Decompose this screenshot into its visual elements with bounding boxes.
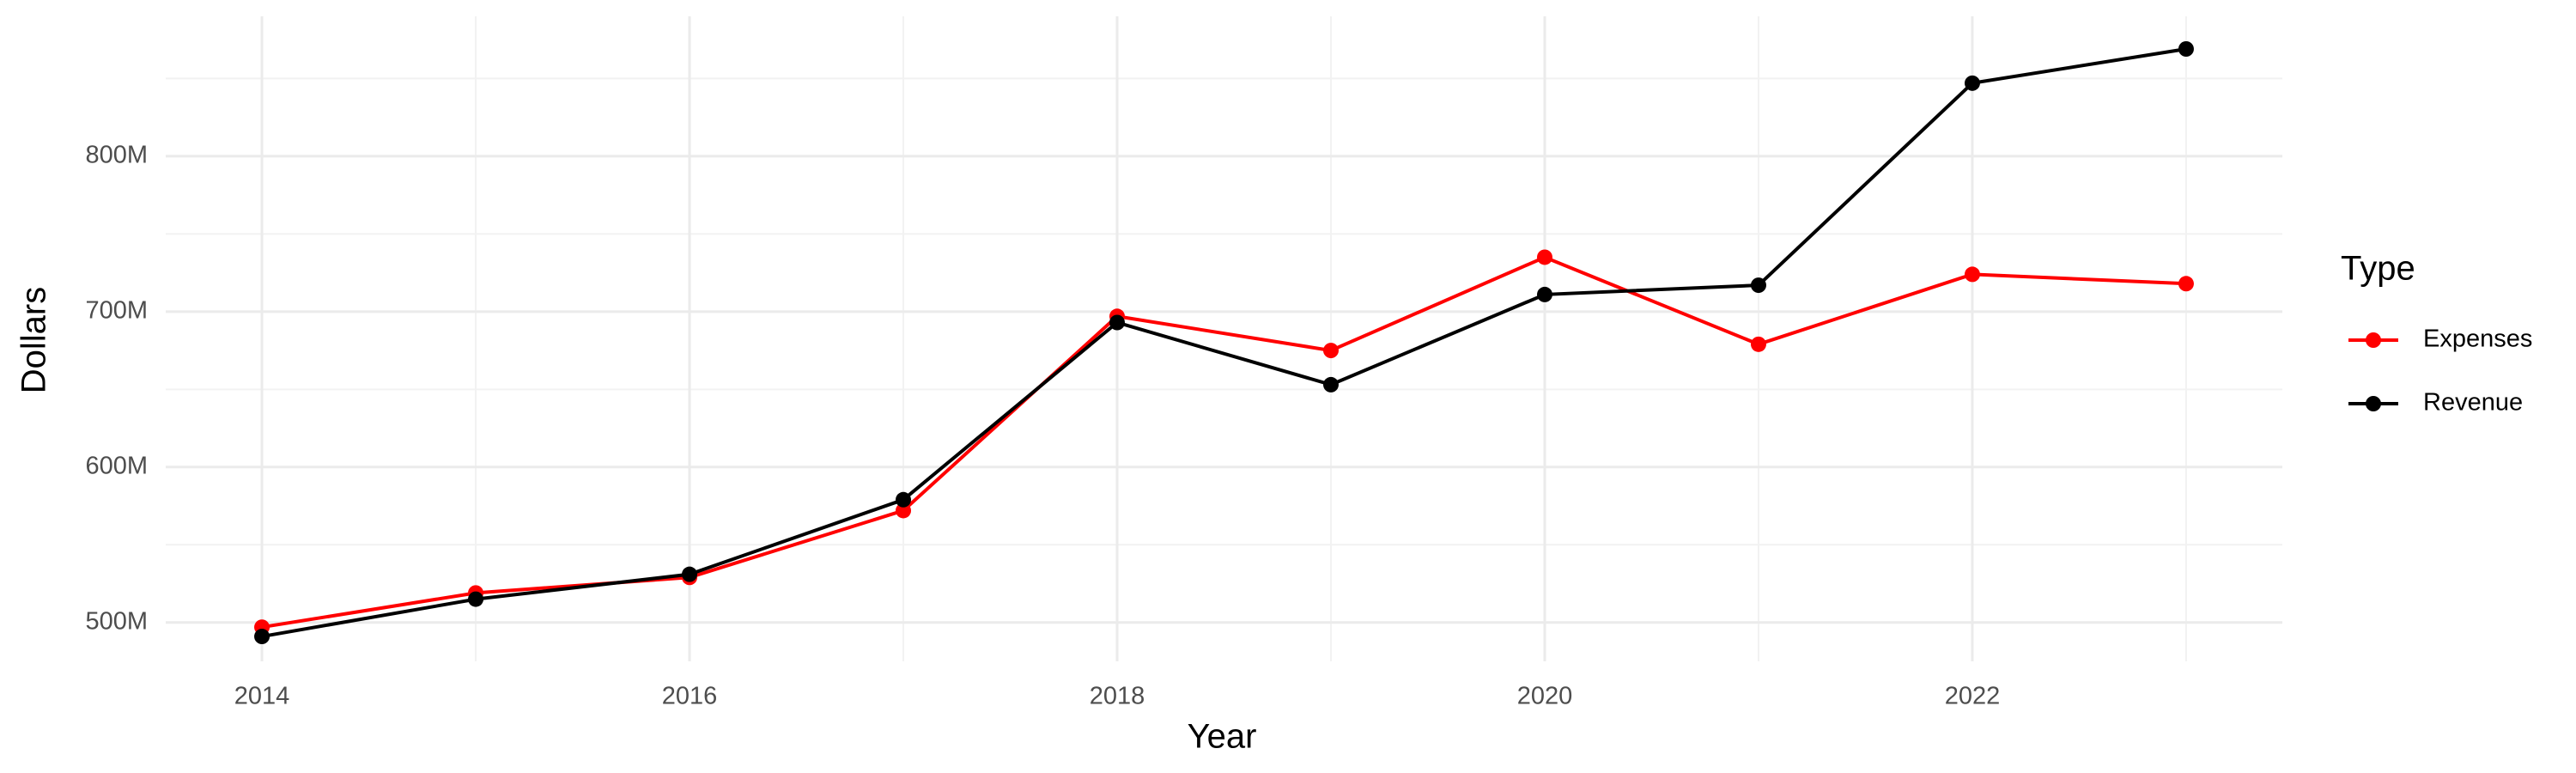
x-tick-label: 2014: [234, 683, 290, 710]
legend-title: Type: [2341, 250, 2415, 288]
data-point: [2178, 276, 2194, 292]
series-line: [261, 47, 2187, 639]
data-point: [468, 591, 484, 607]
data-point: [1109, 314, 1126, 331]
data-point: [254, 629, 270, 645]
x-tick-label: 2018: [1090, 683, 1145, 710]
data-point: [1536, 286, 1552, 302]
x-tick-label: 2020: [1517, 683, 1573, 710]
x-axis-title: Year: [1188, 718, 1257, 756]
data-point: [1964, 75, 1980, 91]
data-point: [1750, 277, 1766, 294]
data-point: [2178, 41, 2194, 58]
y-axis-title: Dollars: [15, 287, 53, 393]
legend-key-point: [2366, 332, 2381, 348]
data-point: [1964, 266, 1980, 283]
y-tick-label: 800M: [85, 142, 148, 169]
y-tick-label: 700M: [85, 296, 148, 324]
data-point: [1536, 249, 1552, 265]
legend-label: Expenses: [2423, 326, 2532, 353]
data-point: [1322, 376, 1339, 393]
data-point: [1750, 336, 1766, 352]
legend-label: Revenue: [2423, 389, 2523, 417]
data-point: [1322, 343, 1339, 359]
data-point: [896, 491, 912, 508]
y-tick-label: 500M: [85, 607, 148, 635]
data-point: [682, 566, 698, 582]
data-point: [896, 502, 912, 519]
y-tick-label: 600M: [85, 452, 148, 479]
x-tick-label: 2022: [1945, 683, 2001, 710]
legend-key-point: [2366, 396, 2381, 411]
x-tick-label: 2016: [662, 683, 718, 710]
